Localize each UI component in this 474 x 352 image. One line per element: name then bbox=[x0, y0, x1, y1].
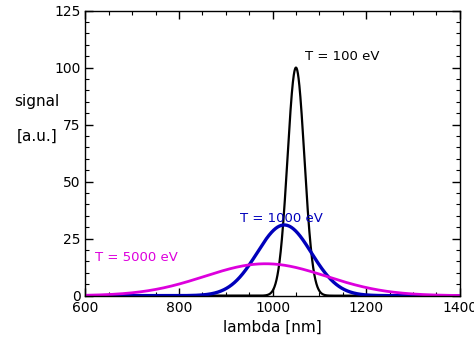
Text: T = 100 eV: T = 100 eV bbox=[305, 50, 380, 63]
Text: T = 5000 eV: T = 5000 eV bbox=[95, 251, 178, 264]
Text: [a.u.]: [a.u.] bbox=[16, 128, 57, 144]
Text: signal: signal bbox=[14, 94, 59, 109]
Text: T = 1000 eV: T = 1000 eV bbox=[240, 212, 323, 225]
X-axis label: lambda [nm]: lambda [nm] bbox=[223, 320, 322, 335]
